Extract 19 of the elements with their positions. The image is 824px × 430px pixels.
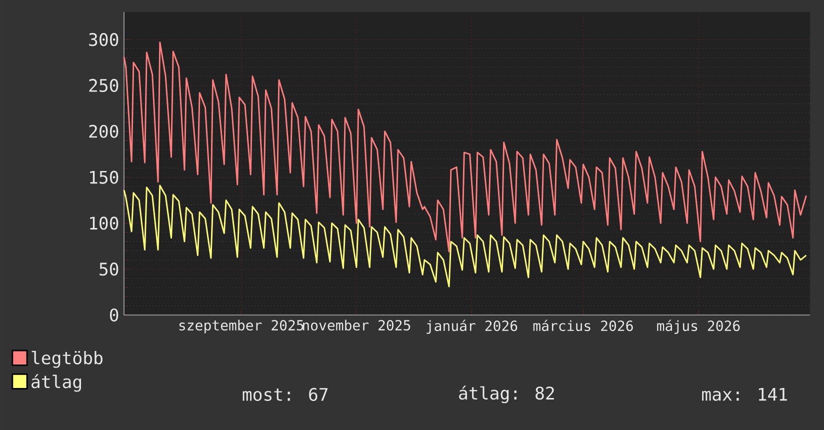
x-tick-label: november 2025 <box>303 320 410 331</box>
line-series <box>123 184 807 288</box>
y-tick-label: 250 <box>89 78 118 92</box>
x-tick-label: szeptember 2025 <box>179 320 304 334</box>
y-tick-label: 300 <box>89 33 118 46</box>
text: max: 141 <box>702 388 787 401</box>
y-tick-label: 100 <box>90 216 118 230</box>
x-tick-label: január 2026 <box>426 320 518 334</box>
line-series <box>123 42 807 252</box>
y-tick-label: 50 <box>100 262 118 276</box>
y-tick-label: 150 <box>90 170 118 184</box>
legend-label: átlag <box>32 374 82 392</box>
x-tick-label: május 2026 <box>657 320 740 334</box>
y-tick-label: 200 <box>89 124 118 138</box>
text: most: 67 <box>242 388 328 401</box>
text: átlag: 82 <box>459 386 554 404</box>
x-tick-label: március 2026 <box>533 320 633 332</box>
y-tick-label: 0 <box>110 308 118 322</box>
legend-label: legtöbb <box>32 350 102 368</box>
